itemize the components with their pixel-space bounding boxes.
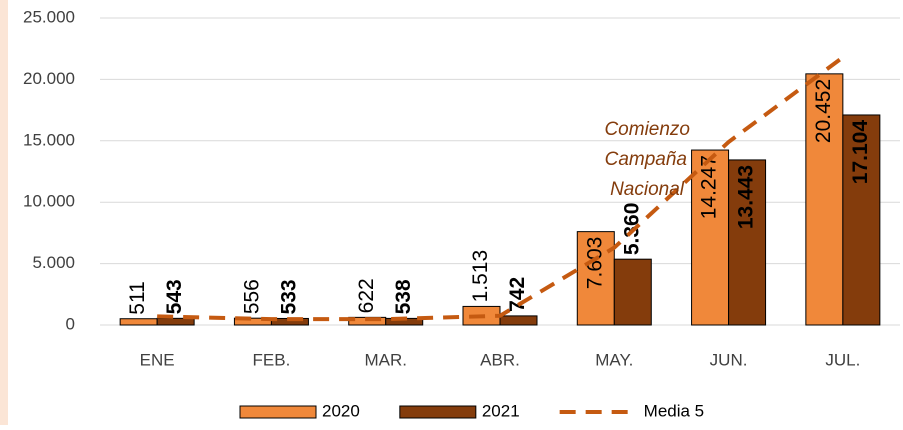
y-tick-label: 25.000 (23, 7, 75, 26)
x-tick-label: MAY. (595, 350, 633, 369)
bar (842, 114, 881, 326)
data-label: 17.104 (849, 120, 872, 185)
bar (119, 318, 158, 326)
annotation: Comienzo (604, 119, 690, 140)
data-label: 742 (506, 277, 529, 312)
y-tick-label: 5.000 (32, 253, 75, 272)
bar (499, 315, 538, 326)
bar (728, 159, 767, 326)
x-tick-label: ABR. (480, 350, 520, 369)
bar (576, 231, 615, 326)
x-tick-label: MAR. (364, 350, 407, 369)
bar (613, 258, 652, 326)
annotation: Campaña (605, 149, 687, 170)
data-label: 538 (392, 279, 415, 314)
y-tick-label: 0 (66, 314, 75, 333)
data-label: 1.513 (469, 250, 492, 303)
y-tick-label: 10.000 (23, 192, 75, 211)
data-label: 543 (163, 279, 186, 314)
legend-label: 2020 (322, 401, 360, 420)
bar (156, 317, 195, 326)
legend-swatch (399, 405, 477, 419)
legend-label: Media 5 (644, 401, 704, 420)
bar (805, 73, 844, 326)
annotation: Nacional (610, 179, 685, 200)
data-label: 622 (355, 278, 378, 313)
y-tick-label: 20.000 (23, 69, 75, 88)
legend-label: 2021 (482, 401, 520, 420)
data-label: 14.247 (698, 155, 721, 219)
legend-swatch (239, 405, 317, 419)
data-label: 533 (277, 279, 300, 314)
line (157, 55, 845, 322)
data-label: 20.452 (812, 79, 835, 143)
data-label: 7.603 (583, 237, 606, 290)
x-tick-label: JUL. (825, 350, 860, 369)
y-tick-label: 15.000 (23, 130, 75, 149)
data-label: 13.443 (735, 165, 758, 229)
data-label: 511 (126, 281, 149, 314)
data-label: 556 (240, 279, 263, 314)
x-tick-label: JUN. (710, 350, 748, 369)
side-stripe (0, 0, 8, 425)
x-tick-label: ENE (140, 350, 175, 369)
x-tick-label: FEB. (253, 350, 291, 369)
